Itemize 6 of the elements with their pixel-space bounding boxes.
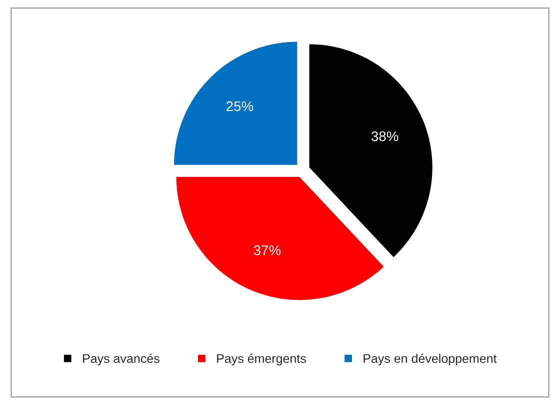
data-label: 25% — [226, 101, 254, 112]
legend-label: Pays en développement — [364, 354, 497, 366]
legend-label: Pays avancés — [83, 354, 160, 366]
legend-label: Pays émergents — [217, 354, 306, 366]
data-label: 38% — [371, 131, 398, 142]
data-label: 37% — [254, 245, 281, 256]
